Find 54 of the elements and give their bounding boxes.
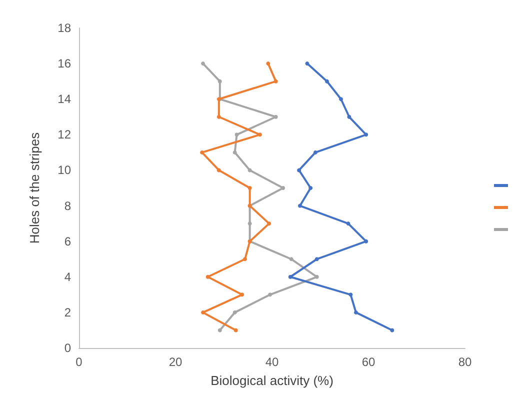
point	[346, 222, 350, 226]
point	[314, 257, 319, 262]
point	[240, 292, 244, 297]
point	[313, 150, 318, 154]
point	[218, 79, 222, 84]
y-tick-label: 10	[58, 163, 72, 178]
point	[274, 79, 278, 84]
point	[234, 328, 238, 332]
point	[347, 114, 352, 119]
point	[288, 274, 292, 279]
x-tick-label: 60	[362, 355, 376, 369]
x-tick-label: 20	[168, 355, 182, 369]
point	[201, 62, 206, 66]
point	[305, 62, 310, 66]
point	[232, 310, 237, 314]
y-tick-label: 14	[58, 92, 72, 106]
y-tick-label: 6	[64, 234, 72, 248]
point	[248, 222, 252, 226]
point	[364, 239, 368, 244]
point	[267, 222, 272, 226]
y-tick-label: 4	[64, 270, 72, 284]
point	[242, 257, 247, 262]
y-axis-title: Holes of the stripes	[27, 132, 42, 244]
point	[289, 257, 294, 262]
point	[339, 97, 343, 102]
x-tick-label: 0	[76, 355, 83, 369]
point	[298, 204, 302, 208]
y-tick-label: 16	[58, 56, 72, 71]
x-tick-label: 80	[458, 355, 472, 369]
point	[390, 328, 394, 332]
x-axis-title: Biological activity (%)	[210, 373, 334, 388]
point	[308, 186, 313, 190]
point	[268, 292, 272, 297]
point	[354, 310, 358, 314]
point	[216, 114, 221, 119]
y-tick-label: 12	[58, 128, 72, 142]
y-tick-label: 2	[64, 305, 72, 320]
point	[325, 79, 330, 84]
y-tick-label: 8	[64, 198, 72, 213]
point	[218, 328, 222, 332]
point	[200, 150, 204, 154]
point	[248, 168, 252, 172]
point	[266, 62, 270, 66]
point	[232, 150, 237, 154]
line-series	[201, 62, 319, 332]
point	[234, 132, 239, 137]
y-tick-label: 0	[64, 341, 72, 355]
x-tick-label: 40	[265, 355, 279, 369]
y-tick-label: 18	[58, 21, 72, 35]
point	[216, 168, 221, 172]
point	[348, 292, 353, 297]
point	[297, 168, 302, 172]
point	[248, 186, 252, 190]
point	[364, 132, 368, 137]
